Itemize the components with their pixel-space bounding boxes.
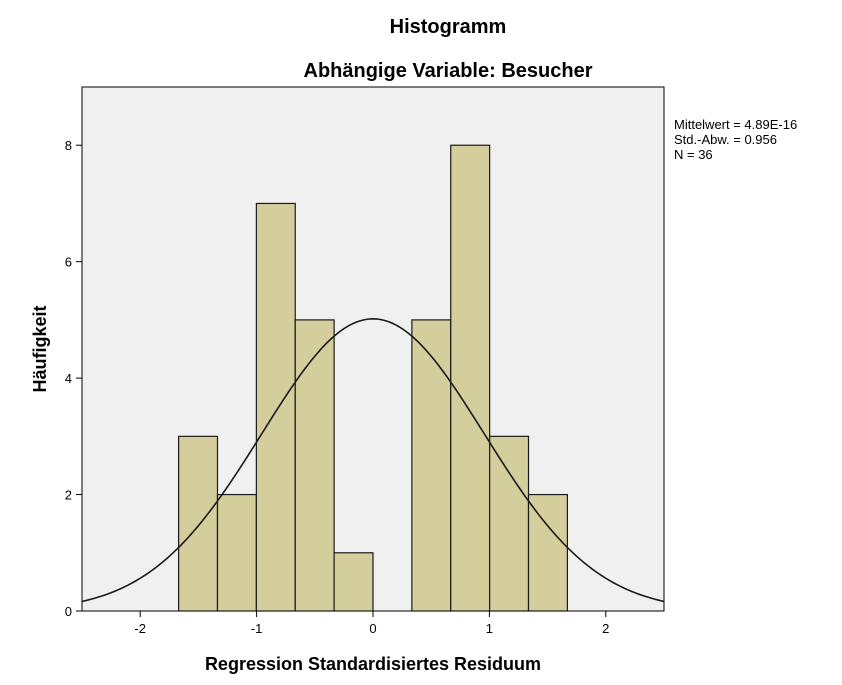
axis-ticks: -2 -1 0 1 2 0 2 4 6 8: [65, 138, 610, 636]
histogram-bar: [411, 319, 452, 612]
y-tick-label: 4: [65, 371, 72, 386]
chart-title: Histogramm: [390, 16, 507, 38]
histogram-bars: [178, 144, 568, 612]
histogram-bar: [216, 493, 257, 612]
y-axis-title: Häufigkeit: [30, 305, 50, 392]
y-tick-label: 6: [65, 255, 72, 270]
histogram-bar: [255, 202, 296, 612]
histogram-bar: [450, 144, 491, 612]
stats-n: N = 36: [674, 147, 713, 162]
stats-std: Std.-Abw. = 0.956: [674, 132, 777, 147]
histogram-bar: [294, 319, 335, 612]
stats-mean: Mittelwert = 4.89E-16: [674, 117, 797, 132]
histogram-bar: [178, 435, 219, 612]
histogram-bar: [527, 493, 568, 612]
chart-subtitle: Abhängige Variable: Besucher: [304, 60, 593, 82]
x-tick-label: 0: [369, 621, 376, 636]
x-axis-title: Regression Standardisiertes Residuum: [205, 654, 541, 674]
histogram-bar: [489, 435, 530, 612]
x-tick-label: 2: [602, 621, 609, 636]
y-tick-label: 2: [65, 488, 72, 503]
stats-box: Mittelwert = 4.89E-16 Std.-Abw. = 0.956 …: [674, 117, 797, 162]
histogram-bar: [333, 552, 374, 612]
x-tick-label: -2: [134, 621, 146, 636]
normal-curve: [81, 318, 665, 603]
y-tick-label: 8: [65, 138, 72, 153]
plot-area: [81, 86, 665, 612]
y-tick-label: 0: [65, 604, 72, 619]
x-tick-label: -1: [251, 621, 263, 636]
x-tick-label: 1: [486, 621, 493, 636]
